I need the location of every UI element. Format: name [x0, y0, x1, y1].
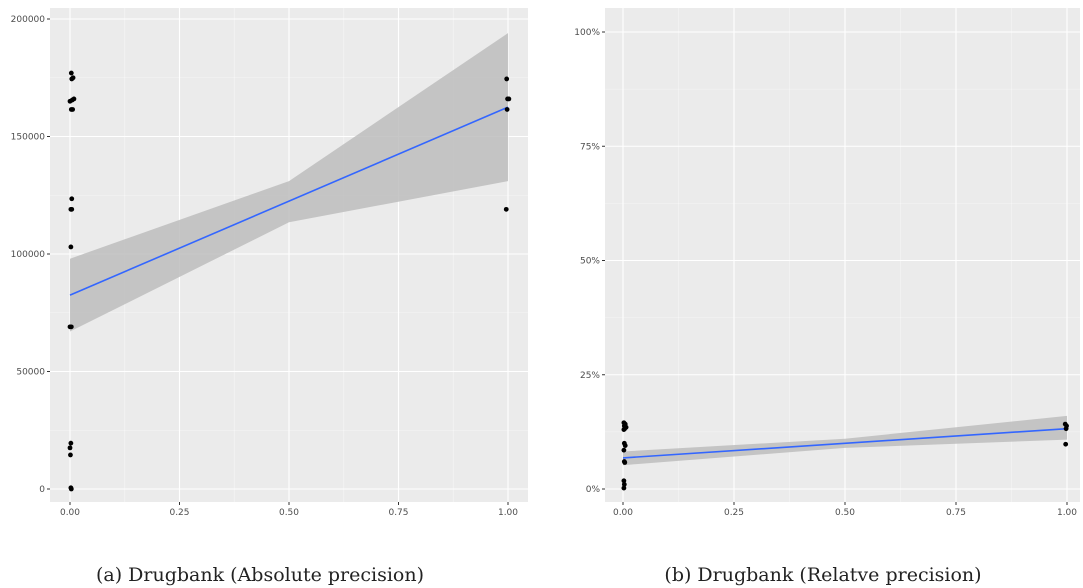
- x-tick-label: 0.50: [835, 508, 855, 518]
- y-tick-label: 150000: [11, 133, 46, 143]
- x-tick-label: 0.25: [724, 508, 744, 518]
- data-point: [68, 70, 74, 76]
- x-tick-label: 0.50: [279, 508, 299, 518]
- data-point: [68, 452, 73, 458]
- data-point: [621, 485, 627, 491]
- data-point: [621, 447, 627, 453]
- regression-line: [69, 106, 509, 296]
- y-tick-label: 50000: [16, 368, 45, 378]
- x-tick-label: 0.00: [613, 508, 633, 518]
- data-point: [69, 206, 75, 212]
- data-point: [503, 206, 509, 212]
- y-tick-label: 0%: [586, 485, 601, 495]
- y-tick-label: 200000: [11, 15, 46, 25]
- data-point: [68, 440, 74, 446]
- data-point: [67, 445, 73, 451]
- y-tick-label: 50%: [580, 257, 600, 267]
- data-point: [621, 478, 627, 484]
- data-point: [68, 244, 74, 250]
- y-tick-label: 100%: [574, 28, 600, 38]
- x-tick-label: 0.00: [60, 508, 80, 518]
- y-tick-label: 25%: [580, 371, 600, 381]
- data-point: [69, 196, 75, 202]
- data-point: [504, 76, 510, 82]
- data-point: [67, 98, 73, 104]
- data-point: [622, 460, 628, 465]
- caption-relative-precision: (b) Drugbank (Relatve precision): [664, 564, 981, 586]
- caption-absolute-precision: (a) Drugbank (Absolute precision): [96, 564, 424, 586]
- data-point: [506, 96, 512, 102]
- x-tick-label: 0.75: [388, 508, 408, 518]
- chart-relative-precision: 0.00 0.25 0.50 0.75 1.00 0% 25% 50% 75% 100%: [574, 8, 1080, 518]
- data-point: [1063, 426, 1069, 432]
- data-point: [622, 443, 628, 448]
- plot-panel: [605, 8, 1080, 502]
- data-point: [70, 107, 76, 112]
- confidence-band: [623, 415, 1067, 466]
- chart-absolute-precision: 0.00 0.25 0.50 0.75 1.00 0 50000 100000 150000 20…: [11, 8, 528, 518]
- data-point: [68, 486, 74, 492]
- data-point: [621, 427, 627, 432]
- data-point: [504, 107, 510, 112]
- data-point: [69, 76, 75, 82]
- regression-line: [622, 427, 1068, 459]
- y-tick-label: 100000: [11, 250, 46, 260]
- y-tick-label: 75%: [580, 142, 600, 152]
- data-point: [621, 482, 627, 487]
- x-tick-label: 1.00: [498, 508, 518, 518]
- x-tick-label: 1.00: [1057, 508, 1077, 518]
- data-point: [68, 324, 74, 330]
- data-point: [1063, 441, 1069, 447]
- y-tick-label: 0: [39, 485, 45, 495]
- confidence-band: [70, 33, 508, 332]
- x-tick-label: 0.25: [169, 508, 189, 518]
- x-tick-label: 0.75: [946, 508, 966, 518]
